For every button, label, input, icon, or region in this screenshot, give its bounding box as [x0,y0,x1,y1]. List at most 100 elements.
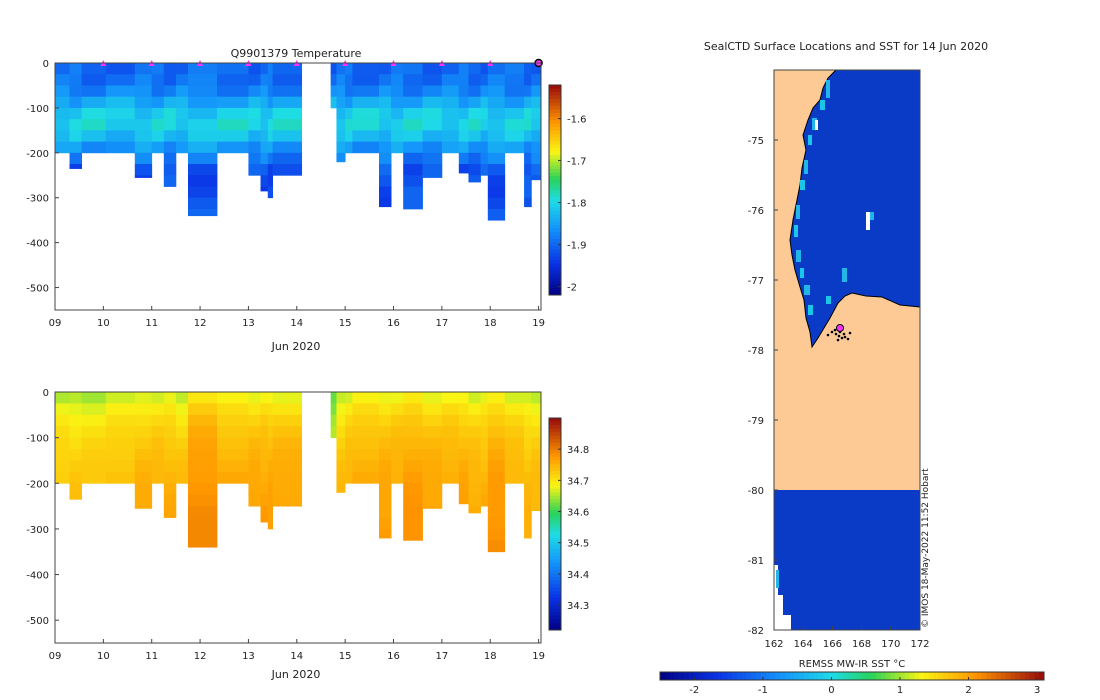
temperature-cell [531,96,542,109]
sst-colorbar-segment [1020,672,1026,680]
salinity-cell [81,403,107,416]
salinity-cell [175,414,189,427]
temperature-cell [175,63,189,75]
salinity-cell [352,414,380,427]
temperature-cell [468,164,481,176]
temperature-cell [187,152,218,165]
salinity-cell [468,494,481,507]
temperature-cell [352,107,380,120]
salinity-cell [504,392,525,404]
salinity-cell [468,506,481,514]
y-tick-label: -100 [26,104,49,115]
colorbar-segment [549,197,561,201]
temperature-cell [134,119,153,131]
temperature-cell [403,96,423,109]
sst-colorbar-segment [986,672,992,680]
temperature-cell [151,96,165,109]
temperature-cell [151,130,165,142]
x-tick-label: 13 [242,318,255,329]
temperature-cell [163,164,177,176]
salinity-cell [217,449,249,461]
colorbar-segment [549,456,561,461]
temperature-cell [187,197,218,210]
salinity-cell [175,403,189,416]
sst-colorbar-segment [928,672,935,680]
salinity-cell [134,403,153,416]
salinity-cell [105,471,136,484]
salinity-cell [487,392,506,404]
temperature-cell [422,107,443,120]
temperature-cell [336,96,346,109]
salinity-cell [391,392,404,404]
colorbar-segment [549,144,561,149]
salinity-cell [379,460,392,473]
salinity-cell [458,403,469,416]
colorbar-segment [549,148,561,152]
colorbar-segment [549,573,561,578]
temperature-cell [458,85,469,98]
colorbar-segment [549,263,561,268]
salinity-cell [151,414,165,427]
sst-colorbar-segment [818,672,824,680]
sst-colorbar-segment [770,672,776,680]
salinity-cell [187,506,218,518]
map-x-tick-label: 166 [823,639,842,650]
temperature-cell [248,63,261,75]
temperature-cell [480,85,489,98]
temperature-cell [458,96,469,109]
temperature-cell [217,74,249,86]
salinity-cell [480,403,489,416]
salinity-cell [163,460,177,473]
temperature-cell [336,141,346,154]
salinity-cell [441,403,460,416]
colorbar-segment [549,506,561,511]
colorbar-segment [549,211,561,215]
colorbar-segment [549,587,561,592]
x-tick-label: 15 [339,318,352,329]
salinity-cell [379,414,392,427]
colorbar-segment [549,123,561,128]
sst-colorbar-segment [957,672,963,680]
sst-colorbar-segment [847,672,853,680]
sst-colorbar-segment [890,672,896,680]
colorbar-segment [549,463,561,468]
temperature-cell [260,107,269,120]
temperature-cell [524,152,532,165]
temperature-cell [267,164,274,176]
sst-colorbar-segment [919,672,925,680]
salinity-cell [260,494,269,507]
temperature-cell [345,119,353,131]
temperature-cell [487,74,506,86]
salinity-cell [480,483,489,496]
sst-colorbar-segment [1015,672,1021,680]
temperature-cell [422,96,443,109]
salinity-cell [217,471,249,484]
colorbar-segment [549,200,561,205]
y-tick-label: -400 [26,239,49,250]
temperature-cell [134,96,153,109]
colorbar-tick-label: 34.4 [567,570,589,581]
temperature-cell [134,141,153,154]
temperature-cell [345,63,353,75]
colorbar-segment [549,274,561,278]
salinity-cell [524,414,532,427]
temperature-cell [441,119,460,131]
sst-map-credit: © IMOS 18-May-2022 11:52 Hobart [921,468,931,628]
sst-colorbar-segment [751,672,757,680]
coastline [789,69,921,349]
temperature-cell [217,141,249,154]
salinity-cell [151,460,165,473]
temperature-cell [163,141,177,154]
x-tick-label: 09 [49,318,62,329]
salinity-cell [403,528,423,541]
sst-colorbar-segment [746,672,752,680]
temperature-cell [81,85,107,98]
temperature-cell [531,130,542,142]
temperature-cell [422,175,443,178]
colorbar-segment [549,418,561,423]
temperature-cell [458,63,469,75]
map-y-tick-label: -75 [748,136,764,147]
temperature-cell [458,119,469,131]
salinity-cell [217,437,249,450]
temperature-cell [69,152,82,165]
